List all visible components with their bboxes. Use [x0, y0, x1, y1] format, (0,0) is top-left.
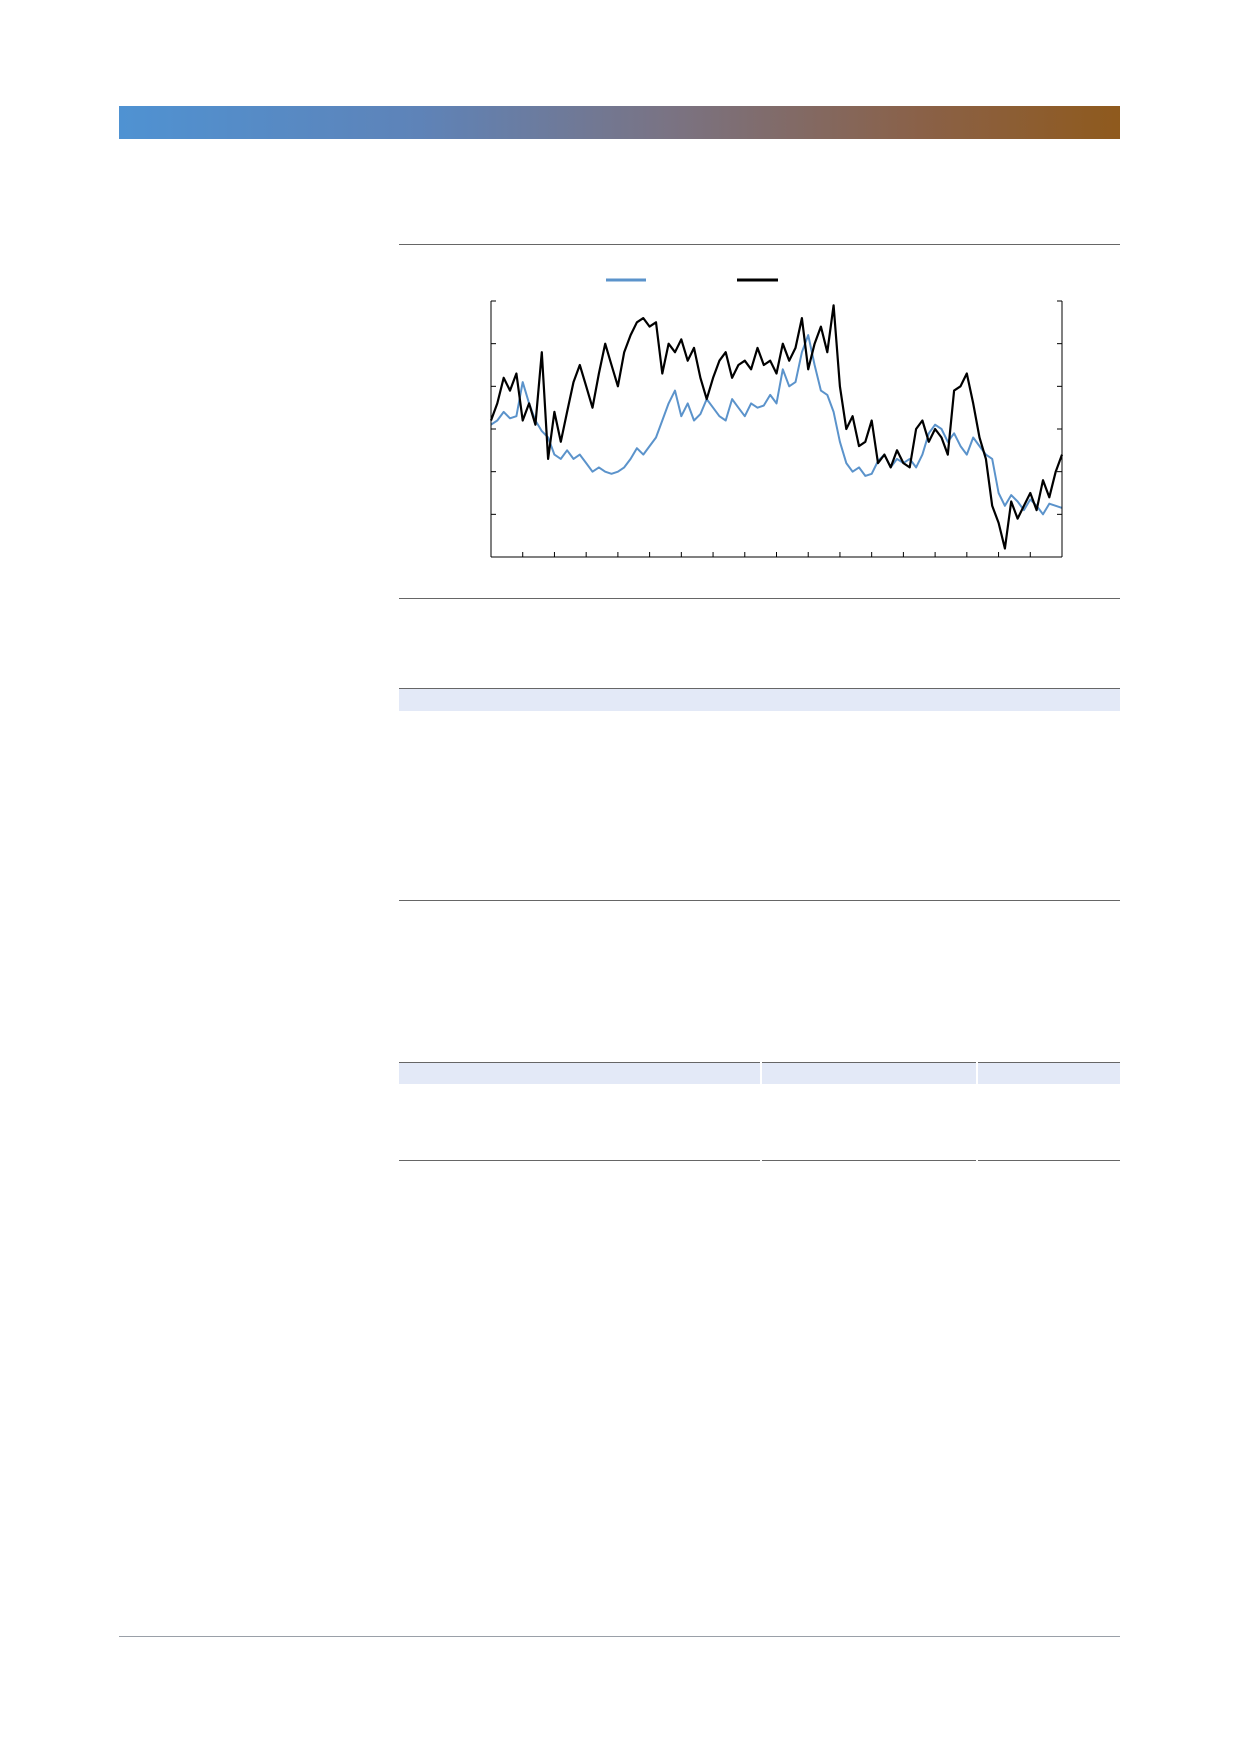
- table2-col-3-bottom-rule: [978, 1160, 1120, 1161]
- table2-col-3: [978, 1062, 1120, 1161]
- table2-col-2: [762, 1062, 976, 1161]
- series-line-blue: [490, 334, 1063, 516]
- table2-col-1-band: [399, 1063, 760, 1084]
- table2-col-3-band: [978, 1063, 1120, 1084]
- footer-rule: [119, 1636, 1120, 1637]
- chart-panel: [399, 244, 1120, 597]
- chart-bottom-rule: [399, 598, 1120, 599]
- table1-top-rule: [399, 688, 1120, 689]
- table1-header-band: [399, 689, 1120, 711]
- table2-col-2-band: [762, 1063, 976, 1084]
- table2-col-2-top-rule: [762, 1062, 976, 1063]
- series-line-black: [489, 304, 1064, 550]
- header-banner: [119, 106, 1120, 139]
- table1-bottom-rule: [399, 900, 1120, 901]
- table2-col-1-top-rule: [399, 1062, 760, 1063]
- table2-col-1: [399, 1062, 760, 1161]
- table2-col-1-bottom-rule: [399, 1160, 760, 1161]
- line-chart: [489, 278, 1064, 558]
- table2-col-3-top-rule: [978, 1062, 1120, 1063]
- table2-col-2-bottom-rule: [762, 1160, 976, 1161]
- chart-top-rule: [399, 244, 1120, 245]
